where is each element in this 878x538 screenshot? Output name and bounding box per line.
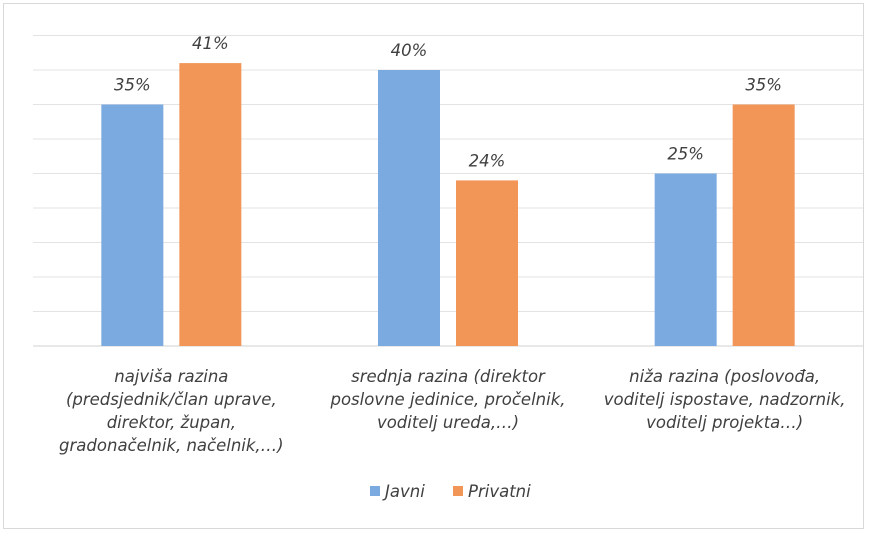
legend-swatch-javni <box>370 486 380 496</box>
bar-privatni-1 <box>179 63 242 346</box>
category-label-3: niža razina (poslovođa, voditelj ispostav… <box>604 367 846 432</box>
category-label-1: najviša razina (predsjednik/član uprave, d… <box>59 367 284 455</box>
data-label-privatni-2: 24% <box>469 151 506 170</box>
data-label-javni-1: 35% <box>114 76 151 95</box>
data-label-javni-3: 25% <box>667 145 704 164</box>
legend: Javni Privatni <box>370 482 531 501</box>
data-labels: 35% 41% 40% 24% 25% 35% <box>114 34 782 170</box>
bar-privatni-3 <box>732 104 795 346</box>
bar-privatni-2 <box>456 180 518 346</box>
bar-javni-2 <box>378 70 440 346</box>
category-label-2: srednja razina (direktor poslovne jedinic… <box>329 367 565 432</box>
data-label-privatni-3: 35% <box>745 76 782 95</box>
bar-javni-3 <box>654 173 717 346</box>
gridlines <box>33 35 863 347</box>
category-labels: najviša razina (predsjednik/član uprave, d… <box>59 367 845 455</box>
legend-swatch-privatni <box>453 486 463 496</box>
bar-javni-1 <box>101 104 164 346</box>
data-label-javni-2: 40% <box>391 41 428 60</box>
legend-label-privatni: Privatni <box>468 482 531 501</box>
bars <box>101 63 795 346</box>
legend-label-javni: Javni <box>382 482 425 501</box>
data-label-privatni-1: 41% <box>192 34 229 53</box>
